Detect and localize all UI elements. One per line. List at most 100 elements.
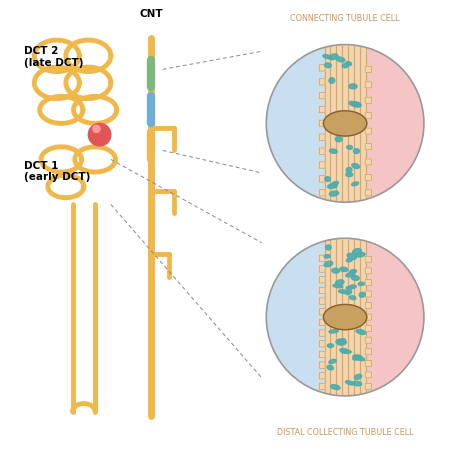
Ellipse shape (340, 268, 348, 272)
Ellipse shape (328, 184, 337, 189)
FancyBboxPatch shape (319, 298, 325, 304)
Ellipse shape (329, 330, 338, 334)
FancyBboxPatch shape (365, 175, 372, 181)
Ellipse shape (338, 290, 349, 294)
Ellipse shape (325, 177, 330, 182)
Circle shape (266, 239, 424, 396)
Ellipse shape (330, 385, 340, 389)
FancyBboxPatch shape (319, 256, 325, 262)
FancyBboxPatch shape (319, 66, 325, 72)
FancyBboxPatch shape (319, 330, 325, 337)
FancyBboxPatch shape (365, 372, 372, 378)
FancyBboxPatch shape (365, 314, 372, 320)
Bar (325, 46, 365, 202)
FancyBboxPatch shape (319, 266, 325, 273)
Ellipse shape (352, 102, 361, 108)
Ellipse shape (336, 58, 345, 63)
Ellipse shape (355, 374, 362, 379)
Text: LUMEN: LUMEN (276, 313, 307, 322)
Ellipse shape (325, 64, 331, 69)
FancyBboxPatch shape (365, 160, 372, 166)
Wedge shape (345, 239, 424, 396)
FancyBboxPatch shape (365, 338, 372, 344)
Ellipse shape (337, 341, 346, 345)
Text: CONNECTING TUBULE CELL: CONNECTING TUBULE CELL (291, 14, 400, 23)
Ellipse shape (353, 355, 362, 359)
Ellipse shape (340, 339, 346, 344)
FancyBboxPatch shape (319, 319, 325, 326)
FancyBboxPatch shape (319, 373, 325, 379)
FancyBboxPatch shape (319, 121, 325, 127)
FancyBboxPatch shape (319, 384, 325, 390)
Ellipse shape (323, 111, 367, 136)
Ellipse shape (345, 291, 352, 295)
FancyBboxPatch shape (365, 291, 372, 297)
FancyBboxPatch shape (319, 341, 325, 347)
Circle shape (266, 46, 424, 203)
Ellipse shape (326, 245, 331, 250)
FancyBboxPatch shape (365, 268, 372, 274)
FancyBboxPatch shape (319, 288, 325, 294)
FancyBboxPatch shape (365, 349, 372, 355)
Circle shape (266, 239, 424, 396)
Ellipse shape (349, 102, 358, 107)
Ellipse shape (332, 269, 339, 273)
Ellipse shape (358, 283, 365, 286)
Wedge shape (266, 239, 345, 396)
FancyBboxPatch shape (365, 326, 372, 332)
Bar (325, 239, 365, 395)
FancyBboxPatch shape (319, 309, 325, 315)
Ellipse shape (347, 254, 356, 260)
FancyBboxPatch shape (319, 162, 325, 169)
FancyBboxPatch shape (319, 149, 325, 155)
Ellipse shape (328, 344, 334, 348)
FancyBboxPatch shape (319, 362, 325, 369)
FancyBboxPatch shape (365, 144, 372, 150)
Ellipse shape (350, 285, 356, 288)
Ellipse shape (359, 293, 365, 298)
Ellipse shape (354, 149, 359, 154)
Ellipse shape (346, 173, 353, 177)
FancyBboxPatch shape (319, 79, 325, 86)
Ellipse shape (336, 339, 344, 344)
Ellipse shape (347, 146, 353, 150)
FancyBboxPatch shape (365, 190, 372, 197)
Ellipse shape (351, 276, 359, 281)
FancyBboxPatch shape (365, 67, 372, 73)
Ellipse shape (323, 305, 367, 330)
Ellipse shape (346, 273, 355, 277)
Ellipse shape (350, 270, 356, 273)
FancyBboxPatch shape (365, 113, 372, 120)
Ellipse shape (327, 365, 333, 370)
Text: LUMEN: LUMEN (276, 120, 307, 129)
FancyBboxPatch shape (365, 257, 372, 263)
Text: BLOOD: BLOOD (389, 313, 419, 322)
FancyBboxPatch shape (365, 303, 372, 309)
FancyBboxPatch shape (365, 129, 372, 135)
Ellipse shape (353, 249, 361, 255)
Ellipse shape (346, 381, 355, 385)
Circle shape (266, 46, 424, 203)
Ellipse shape (329, 192, 338, 197)
Text: DCT 2
(late DCT): DCT 2 (late DCT) (24, 46, 84, 67)
FancyBboxPatch shape (319, 176, 325, 183)
Ellipse shape (336, 280, 344, 285)
Ellipse shape (329, 79, 335, 84)
Ellipse shape (346, 287, 352, 290)
Ellipse shape (332, 182, 338, 186)
FancyBboxPatch shape (365, 360, 372, 367)
Circle shape (93, 126, 100, 133)
Ellipse shape (340, 349, 348, 353)
Ellipse shape (352, 182, 359, 186)
Text: BLOOD: BLOOD (389, 120, 419, 129)
Text: DISTAL COLLECTING TUBULE CELL: DISTAL COLLECTING TUBULE CELL (277, 428, 413, 436)
Ellipse shape (341, 350, 351, 354)
FancyBboxPatch shape (365, 280, 372, 286)
FancyBboxPatch shape (319, 135, 325, 141)
Ellipse shape (324, 255, 330, 258)
Ellipse shape (329, 150, 337, 154)
FancyBboxPatch shape (319, 190, 325, 197)
Ellipse shape (346, 168, 352, 173)
FancyBboxPatch shape (319, 351, 325, 358)
Ellipse shape (329, 55, 338, 61)
